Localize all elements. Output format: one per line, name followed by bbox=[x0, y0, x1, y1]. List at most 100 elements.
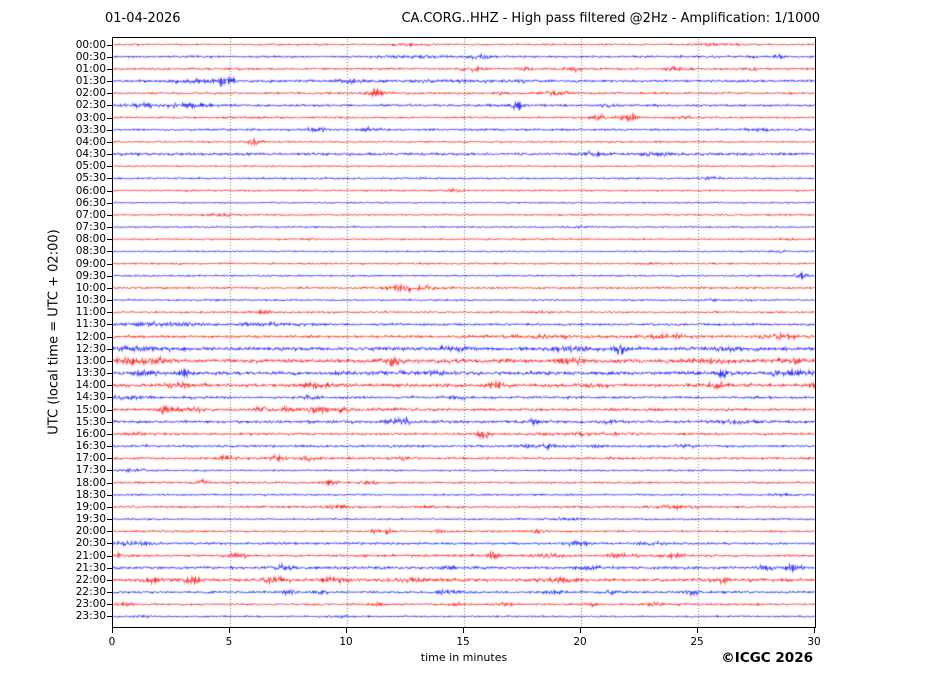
y-tick-label: 16:00 bbox=[75, 427, 106, 440]
y-tick-mark bbox=[107, 56, 112, 58]
y-tick-mark bbox=[107, 458, 112, 460]
x-axis-label: time in minutes bbox=[420, 651, 508, 664]
y-tick-label: 10:00 bbox=[75, 281, 106, 294]
y-tick-mark bbox=[107, 227, 112, 229]
x-tick-mark bbox=[229, 628, 230, 633]
y-tick-label: 15:00 bbox=[75, 403, 106, 416]
y-tick-mark bbox=[107, 166, 112, 168]
y-tick-label: 03:00 bbox=[75, 111, 106, 124]
x-tick-label: 15 bbox=[456, 636, 470, 648]
y-tick-label: 15:30 bbox=[75, 415, 106, 428]
y-tick-label: 05:00 bbox=[75, 160, 106, 173]
y-tick-label: 09:30 bbox=[75, 269, 106, 282]
y-tick-label: 23:30 bbox=[75, 610, 106, 623]
y-tick-label: 22:30 bbox=[75, 586, 106, 599]
x-tick-label: 5 bbox=[225, 636, 233, 648]
plot-station-title: CA.CORG..HHZ - High pass filtered @2Hz -… bbox=[401, 11, 820, 26]
y-tick-mark bbox=[107, 263, 112, 265]
y-tick-mark bbox=[107, 239, 112, 241]
x-tick-mark bbox=[580, 628, 581, 633]
y-tick-mark bbox=[107, 141, 112, 143]
x-tick-mark bbox=[346, 628, 347, 633]
y-tick-mark bbox=[107, 287, 112, 289]
y-tick-label: 13:30 bbox=[75, 367, 106, 380]
y-tick-label: 20:30 bbox=[75, 537, 106, 550]
y-tick-mark bbox=[107, 531, 112, 533]
y-tick-label: 19:00 bbox=[75, 500, 106, 513]
y-tick-label: 00:30 bbox=[75, 50, 106, 63]
y-tick-mark bbox=[107, 409, 112, 411]
y-tick-label: 18:30 bbox=[75, 488, 106, 501]
y-tick-mark bbox=[107, 81, 112, 82]
y-tick-mark bbox=[107, 543, 112, 545]
y-tick-mark bbox=[107, 506, 112, 508]
y-tick-mark bbox=[107, 397, 112, 399]
y-tick-label: 06:00 bbox=[75, 184, 106, 197]
y-tick-label: 02:00 bbox=[75, 87, 106, 100]
y-tick-mark bbox=[107, 117, 112, 119]
y-tick-label: 14:30 bbox=[75, 391, 106, 404]
y-tick-mark bbox=[107, 154, 112, 156]
y-tick-mark bbox=[107, 567, 112, 569]
y-tick-mark bbox=[107, 105, 112, 107]
y-tick-mark bbox=[107, 202, 112, 204]
y-tick-label: 04:00 bbox=[75, 135, 106, 148]
y-tick-mark bbox=[107, 251, 112, 253]
y-tick-mark bbox=[107, 494, 112, 496]
y-tick-mark bbox=[107, 324, 112, 326]
y-tick-label: 06:30 bbox=[75, 196, 106, 209]
plot-frame bbox=[112, 37, 816, 628]
y-tick-label: 13:00 bbox=[75, 354, 106, 367]
y-tick-mark bbox=[107, 421, 112, 423]
y-tick-mark bbox=[107, 604, 112, 606]
y-tick-label: 22:00 bbox=[75, 573, 106, 586]
x-tick-label: 0 bbox=[108, 636, 116, 648]
y-tick-label: 08:30 bbox=[75, 245, 106, 258]
seismogram-canvas bbox=[113, 38, 815, 627]
y-tick-label: 14:00 bbox=[75, 379, 106, 392]
y-tick-mark bbox=[107, 446, 112, 448]
y-tick-label: 18:00 bbox=[75, 476, 106, 489]
x-tick-label: 30 bbox=[807, 636, 821, 648]
y-tick-mark bbox=[107, 579, 112, 581]
y-tick-label: 00:00 bbox=[75, 38, 106, 51]
x-tick-label: 10 bbox=[339, 636, 353, 648]
y-tick-label: 01:00 bbox=[75, 62, 106, 75]
y-tick-label: 08:00 bbox=[75, 233, 106, 246]
y-tick-mark bbox=[107, 178, 112, 180]
y-tick-label: 17:00 bbox=[75, 452, 106, 465]
y-tick-mark bbox=[107, 385, 112, 387]
y-tick-mark bbox=[107, 373, 112, 375]
x-tick-mark bbox=[463, 628, 464, 633]
y-tick-mark bbox=[107, 555, 112, 557]
y-tick-mark bbox=[107, 482, 112, 484]
y-tick-label: 10:30 bbox=[75, 294, 106, 307]
y-tick-mark bbox=[107, 616, 112, 618]
y-tick-label: 19:30 bbox=[75, 513, 106, 526]
x-tick-mark bbox=[112, 628, 113, 633]
y-tick-mark bbox=[107, 433, 112, 435]
copyright-text: ©ICGC 2026 bbox=[721, 650, 813, 666]
y-tick-label: 12:30 bbox=[75, 342, 106, 355]
y-tick-mark bbox=[107, 519, 112, 521]
y-tick-mark bbox=[107, 336, 112, 338]
y-tick-mark bbox=[107, 214, 112, 216]
y-tick-label: 05:30 bbox=[75, 172, 106, 185]
y-tick-mark bbox=[107, 129, 112, 131]
y-tick-label: 16:30 bbox=[75, 440, 106, 453]
x-tick-mark bbox=[814, 628, 815, 633]
y-tick-mark bbox=[107, 44, 112, 46]
y-tick-label: 07:00 bbox=[75, 208, 106, 221]
y-tick-mark bbox=[107, 68, 112, 70]
y-tick-mark bbox=[107, 348, 112, 350]
y-tick-mark bbox=[107, 470, 112, 472]
y-tick-mark bbox=[107, 93, 112, 95]
y-tick-label: 03:30 bbox=[75, 123, 106, 136]
y-tick-mark bbox=[107, 360, 112, 362]
y-tick-label: 21:30 bbox=[75, 561, 106, 574]
y-tick-label: 20:00 bbox=[75, 525, 106, 538]
y-tick-label: 07:30 bbox=[75, 221, 106, 234]
y-tick-mark bbox=[107, 300, 112, 302]
y-tick-mark bbox=[107, 592, 112, 594]
